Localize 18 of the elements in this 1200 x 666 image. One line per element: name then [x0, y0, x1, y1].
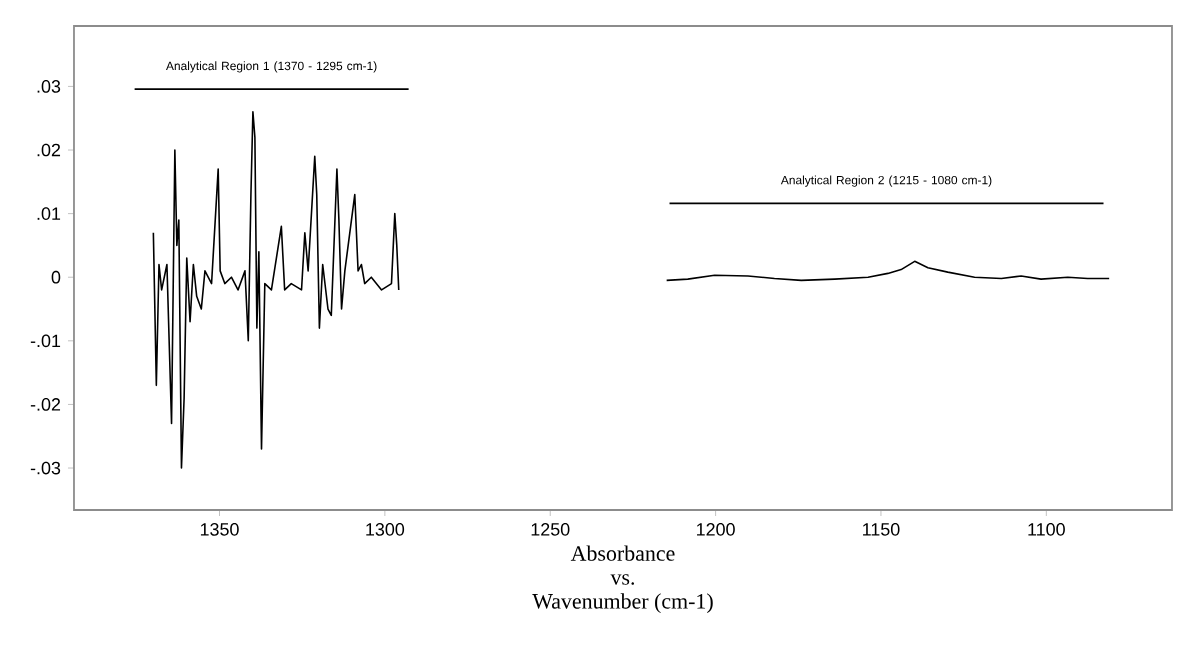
y-tick-label: -.01	[30, 334, 61, 348]
y-tick-label: 0	[51, 270, 61, 284]
line-series	[152, 111, 400, 469]
y-tick-label: .03	[37, 80, 61, 93]
x-tick-label: 1200	[697, 523, 735, 536]
x-tick-label: 1300	[366, 523, 405, 536]
text: Absorbance	[570, 545, 675, 561]
text: vs.	[610, 574, 635, 585]
x-tick-label: 1150	[863, 523, 900, 536]
x-tick-label: 1350	[200, 523, 239, 536]
x-tick-label: 1100	[1028, 523, 1065, 536]
y-tick-label: .02	[37, 143, 61, 157]
y-tick-label: -.02	[30, 398, 61, 411]
line-series	[665, 260, 1110, 282]
x-tick-label: 1250	[531, 523, 570, 536]
y-tick-label: -.03	[30, 461, 61, 475]
y-tick-label: .01	[37, 207, 61, 220]
x-axis-title: Wavenumber (cm-1)	[532, 593, 713, 614]
